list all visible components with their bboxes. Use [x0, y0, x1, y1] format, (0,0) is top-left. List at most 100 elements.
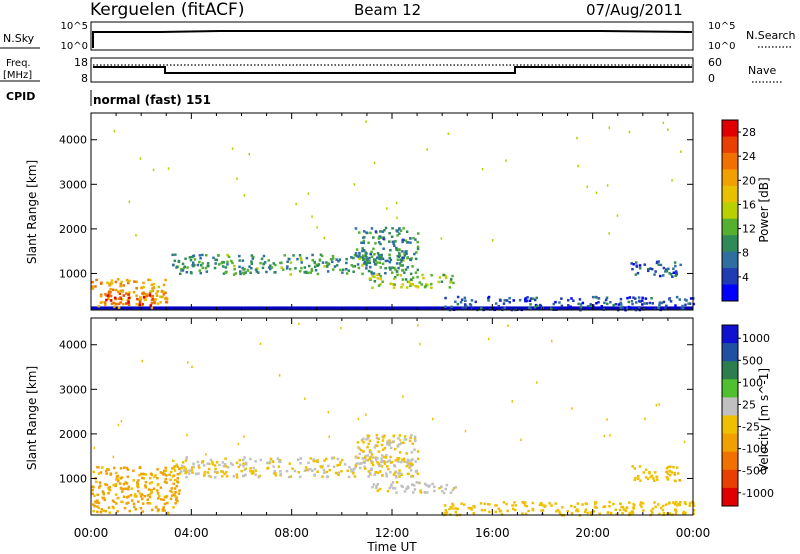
power-echo-cell: [181, 262, 185, 266]
power-colorbar-tick-label: 12: [742, 223, 756, 236]
power-isolated-echo: [395, 201, 398, 205]
power-echo-cell: [674, 264, 677, 268]
vel-echo-cell: [497, 507, 501, 510]
vel-echo-cell: [395, 481, 399, 484]
power-echo-cell: [365, 231, 368, 234]
power-echo-cell: [171, 253, 174, 257]
power-echo-cell: [632, 296, 635, 299]
freq-panel: Freq. [MHz] 18 8 60 0 Nave: [0, 56, 782, 85]
power-echo-cell: [226, 253, 229, 257]
vel-echo-cell: [323, 471, 326, 474]
vel-echo-cell: [657, 503, 660, 506]
vel-echo-cell: [670, 471, 674, 474]
vel-echo-cell: [513, 501, 516, 504]
vel-echo-cell: [407, 463, 410, 466]
power-echo-cell: [401, 256, 404, 259]
vel-echo-cell: [456, 507, 459, 511]
power-echo-cell: [651, 302, 654, 305]
power-echo-cell: [405, 252, 408, 256]
power-echo-cell: [386, 259, 389, 263]
power-echo-cell: [398, 262, 402, 265]
power-echo-cell: [280, 261, 283, 265]
freq-right-tick-top: 60: [708, 56, 722, 69]
power-echo-cell: [213, 266, 217, 270]
vel-echo-cell: [95, 480, 98, 484]
power-echo-cell: [182, 266, 186, 270]
vel-echo-cell: [296, 458, 300, 461]
power-echo-cell: [121, 289, 124, 292]
vel-echo-cell: [339, 461, 342, 464]
power-echo-cell: [664, 307, 667, 310]
power-isolated-echo: [396, 216, 398, 220]
power-echo-cell: [91, 285, 94, 288]
power-echo-cell: [142, 291, 145, 294]
power-ylabel: Slant Range [km]: [25, 160, 39, 264]
vel-isolated-echo: [487, 337, 490, 341]
power-echo-cell: [331, 260, 334, 263]
vel-echo-cell: [673, 473, 677, 476]
power-echo-cell: [136, 297, 139, 301]
power-echo-cell: [117, 290, 120, 293]
vel-echo-cell: [364, 467, 367, 470]
vel-isolated-echo: [187, 361, 189, 364]
vel-echo-cell: [373, 446, 377, 449]
power-echo-cell: [393, 266, 396, 270]
vel-isolated-echo: [644, 417, 646, 421]
vel-echo-cell: [675, 466, 679, 469]
power-echo-cell: [440, 280, 444, 283]
vel-echo-cell: [164, 469, 167, 472]
power-echo-cell: [372, 260, 376, 263]
power-echo-cell: [631, 307, 634, 311]
vel-echo-cell: [272, 472, 276, 475]
vel-echo-cell: [169, 478, 172, 481]
power-echo-cell: [416, 275, 419, 279]
vel-echo-cell: [667, 465, 670, 469]
power-echo-cell: [578, 298, 582, 301]
power-echo-cell: [556, 306, 559, 310]
vel-echo-cell: [191, 471, 194, 474]
power-echo-cell: [94, 285, 97, 288]
power-echo-cell: [383, 229, 386, 232]
power-echo-cell: [672, 271, 675, 274]
power-echo-cell: [199, 264, 203, 267]
power-ytick-label: 3000: [59, 178, 87, 191]
power-echo-cell: [665, 269, 669, 273]
vel-echo-cell: [109, 473, 112, 476]
vel-echo-cell: [540, 509, 543, 512]
power-echo-cell: [614, 303, 618, 306]
vel-echo-cell: [126, 475, 130, 478]
vel-isolated-echo: [93, 446, 96, 450]
power-echo-cell: [116, 278, 120, 281]
vel-echo-cell: [375, 486, 378, 489]
power-echo-cell: [355, 254, 358, 258]
power-echo-cell: [409, 258, 412, 261]
vel-echo-cell: [140, 472, 143, 476]
power-echo-cell: [452, 281, 455, 285]
vel-echo-cell: [125, 502, 128, 505]
power-echo-cell: [567, 304, 570, 307]
power-echo-cell: [114, 280, 118, 284]
vel-echo-cell: [377, 462, 380, 465]
vel-echo-cell: [376, 457, 379, 460]
vel-echo-cell: [223, 472, 226, 476]
vel-echo-cell: [433, 485, 436, 489]
vel-isolated-echo: [606, 418, 608, 421]
power-echo-cell: [409, 272, 413, 276]
power-echo-cell: [406, 256, 409, 260]
power-echo-cell: [115, 302, 118, 306]
vel-echo-cell: [502, 501, 506, 504]
power-colorbar-swatch: [722, 218, 738, 236]
power-echo-cell: [376, 273, 379, 276]
vel-echo-cell: [454, 507, 457, 510]
vel-echo-cell: [514, 504, 517, 507]
power-echo-cell: [368, 256, 371, 260]
vel-echo-cell: [445, 511, 449, 514]
vel-echo-cell: [615, 512, 618, 516]
vel-echo-cell: [443, 504, 447, 507]
power-echo-cell: [234, 272, 237, 275]
vel-echo-cell: [184, 471, 187, 475]
power-echo-cell: [382, 237, 385, 241]
vel-echo-cell: [369, 473, 372, 476]
power-isolated-echo: [577, 164, 579, 168]
vel-echo-cell: [164, 466, 167, 470]
